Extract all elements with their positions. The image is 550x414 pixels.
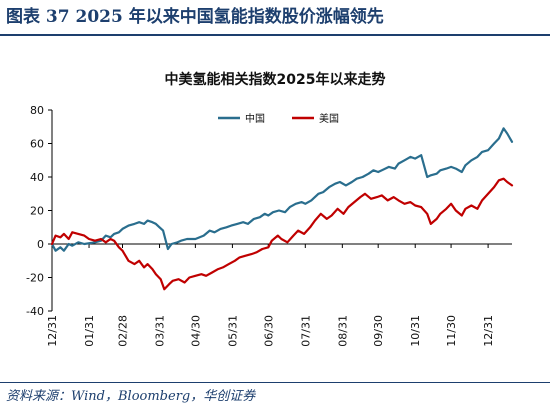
title-divider <box>0 34 550 36</box>
source-note: 资料来源：Wind，Bloomberg，华创证券 <box>6 389 256 404</box>
x-tick-label: 01/31 <box>83 315 96 347</box>
y-tick-label: 40 <box>30 171 44 184</box>
chart-title: 中美氢能相关指数2025年以来走势 <box>165 71 386 88</box>
chart-legend: 中国 美国 <box>218 112 339 125</box>
y-tick-label: 20 <box>30 205 44 218</box>
chart-axes: -40 -20 0 20 40 60 80 12/31 01/31 02/28 03/31 04/30… <box>26 104 512 347</box>
x-tick-label: 03/31 <box>154 315 167 347</box>
x-tick-label: 12/31 <box>482 315 495 347</box>
y-tick-label: -20 <box>26 272 44 285</box>
x-tick-label: 04/30 <box>189 315 202 347</box>
x-tick-label: 07/31 <box>299 315 312 347</box>
y-tick-label: 60 <box>30 138 44 151</box>
x-tick-label: 06/30 <box>262 315 275 347</box>
x-tick-label: 08/31 <box>336 315 349 347</box>
chart-series <box>50 127 514 291</box>
x-tick-label: 02/28 <box>116 315 129 347</box>
x-tick-label: 12/31 <box>46 315 59 347</box>
footer-divider <box>0 382 550 383</box>
series-line-us <box>50 177 514 291</box>
y-tick-label: 0 <box>37 238 44 251</box>
series-line-china <box>50 127 514 252</box>
x-tick-label: 11/30 <box>445 315 458 347</box>
y-tick-label: 80 <box>30 104 44 117</box>
x-tick-label: 09/30 <box>372 315 385 347</box>
line-chart: 中美氢能相关指数2025年以来走势 中国 美国 -40 -20 0 20 40 60 80 12… <box>26 71 514 347</box>
y-tick-label: -40 <box>26 305 44 318</box>
x-tick-label: 10/31 <box>409 315 422 347</box>
legend-label: 中国 <box>245 112 265 125</box>
page-title: 图表 37 2025 年以来中国氢能指数股价涨幅领先 <box>6 7 384 27</box>
x-tick-label: 05/31 <box>226 315 239 347</box>
legend-label: 美国 <box>319 112 339 125</box>
